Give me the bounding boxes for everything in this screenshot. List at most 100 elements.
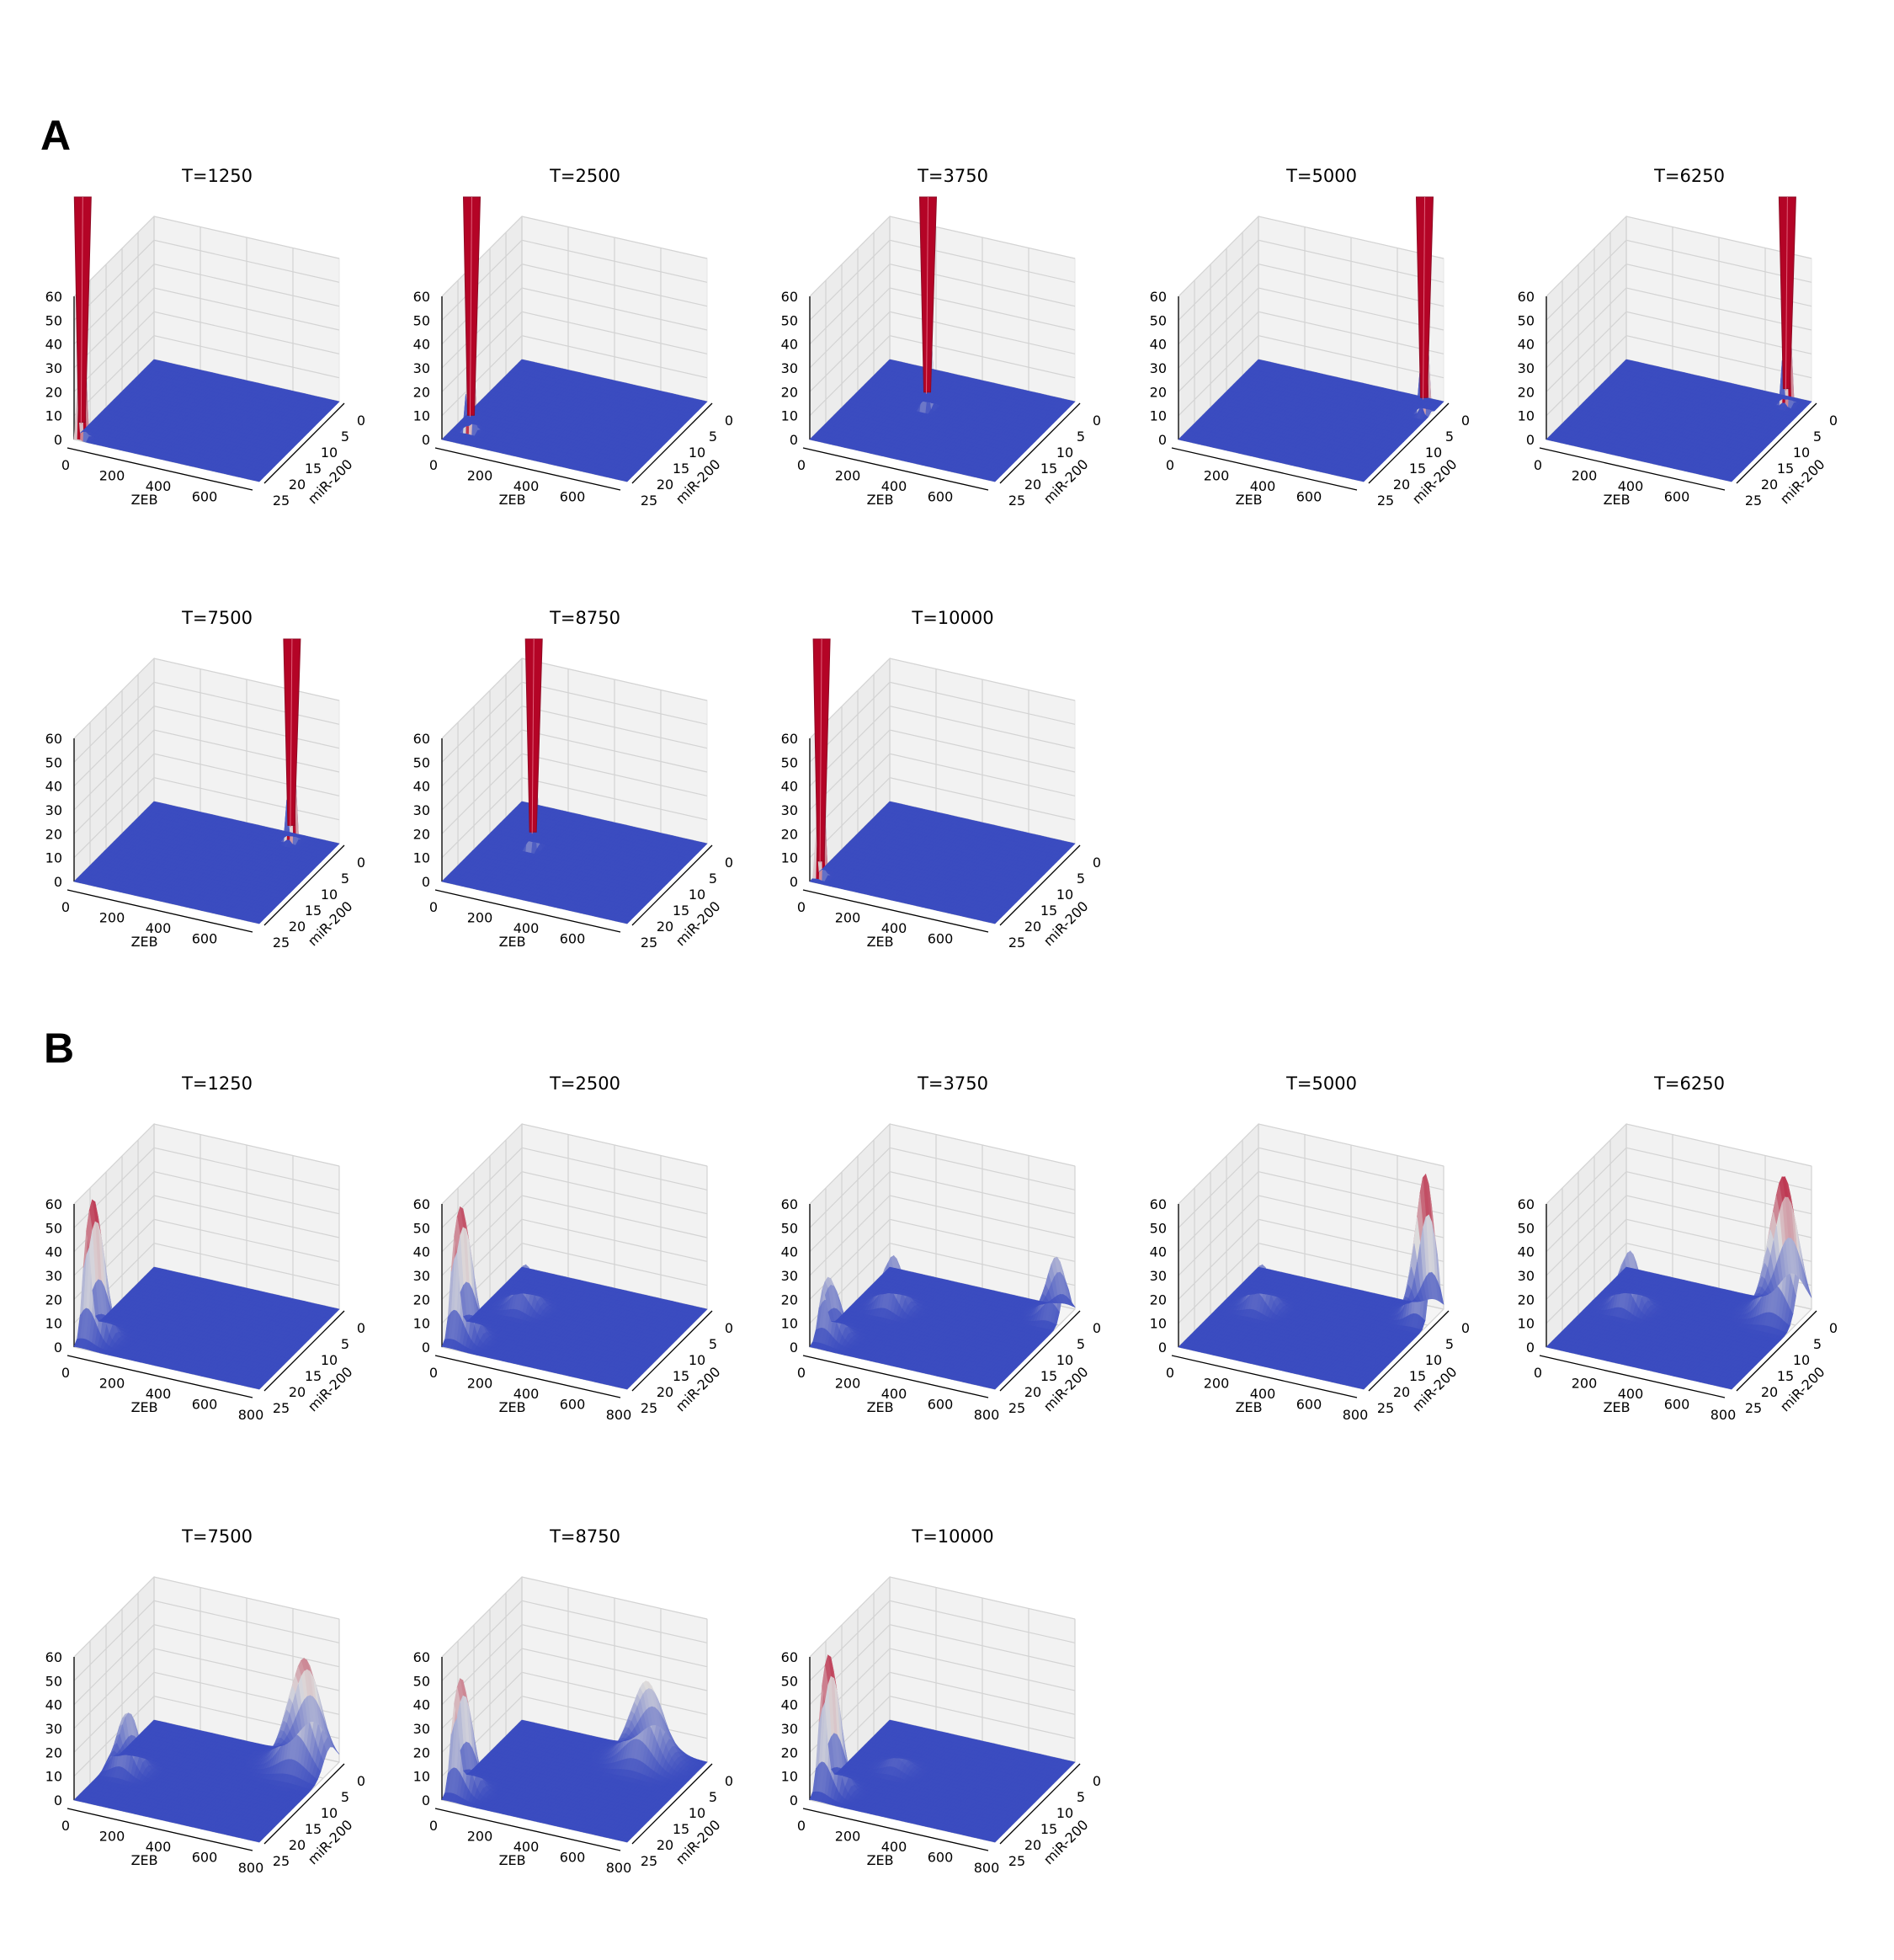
x-axis-line bbox=[1539, 447, 1726, 491]
y-tick-label: 20 bbox=[1024, 1837, 1041, 1853]
y-tick-label: 0 bbox=[1461, 1320, 1470, 1336]
x-tick-label: 400 bbox=[146, 920, 172, 936]
z-tick-label: 10 bbox=[45, 850, 62, 866]
y-tick-label: 15 bbox=[1777, 461, 1794, 477]
y-tick-label: 5 bbox=[341, 1789, 349, 1805]
z-tick-label: 30 bbox=[1150, 1268, 1167, 1284]
y-tick-label: 5 bbox=[709, 871, 717, 887]
z-tick-label: 30 bbox=[413, 1721, 430, 1737]
y-tick-label: 5 bbox=[1813, 1336, 1822, 1352]
spike-highlight bbox=[80, 196, 83, 424]
z-tick-label: 60 bbox=[45, 731, 62, 747]
z-tick-label: 10 bbox=[413, 850, 430, 866]
x-tick-label: 600 bbox=[560, 931, 586, 947]
x-axis-label: ZEB bbox=[867, 1399, 894, 1415]
z-tick-label: 10 bbox=[413, 408, 430, 424]
z-tick-label: 40 bbox=[45, 337, 62, 353]
x-tick-label: 0 bbox=[797, 1365, 806, 1381]
z-tick-label: 50 bbox=[781, 754, 798, 770]
surface bbox=[1178, 1173, 1444, 1390]
subplot-7: T=8750010203040506002004006000510152025Z… bbox=[413, 608, 733, 951]
x-axis-line bbox=[802, 1355, 989, 1398]
x-tick-label: 800 bbox=[238, 1407, 264, 1423]
z-tick-label: 30 bbox=[781, 1268, 798, 1284]
subplot-3: T=3750010203040506002004006000510152025Z… bbox=[781, 166, 1101, 509]
z-tick-label: 50 bbox=[1150, 312, 1167, 328]
z-tick-label: 60 bbox=[781, 731, 798, 747]
z-tick-label: 40 bbox=[45, 1697, 62, 1713]
y-axis-line bbox=[631, 1310, 713, 1392]
x-axis-label: ZEB bbox=[1604, 492, 1631, 508]
x-tick-label: 400 bbox=[513, 1386, 540, 1402]
y-tick-label: 10 bbox=[1056, 887, 1073, 903]
subplot-title: T=7500 bbox=[181, 608, 253, 628]
surface bbox=[809, 196, 1076, 482]
x-axis-label: ZEB bbox=[867, 492, 894, 508]
z-tick-label: 40 bbox=[781, 337, 798, 353]
x-tick-label: 0 bbox=[1534, 1365, 1542, 1381]
z-tick-label: 60 bbox=[1150, 1196, 1167, 1212]
x-tick-label: 400 bbox=[1618, 1386, 1644, 1402]
subplot-title: T=6250 bbox=[1653, 166, 1725, 186]
surface-spike-1 bbox=[918, 196, 938, 393]
y-tick-label: 15 bbox=[673, 1821, 689, 1837]
surface bbox=[1546, 1175, 1812, 1390]
y-tick-label: 25 bbox=[273, 935, 290, 951]
subplot-13: T=62500102030405060020040060080005101520… bbox=[1518, 1073, 1838, 1423]
y-tick-label: 5 bbox=[1077, 1789, 1085, 1805]
y-axis-line bbox=[631, 402, 713, 484]
x-tick-label: 400 bbox=[1618, 478, 1644, 494]
z-tick-label: 20 bbox=[413, 1744, 430, 1760]
surface bbox=[73, 196, 340, 482]
z-tick-label: 0 bbox=[790, 1792, 798, 1808]
y-tick-label: 10 bbox=[321, 445, 338, 461]
y-tick-label: 25 bbox=[1377, 493, 1394, 509]
z-tick-label: 10 bbox=[781, 850, 798, 866]
z-tick-label: 20 bbox=[45, 384, 62, 400]
subplot-title: T=8750 bbox=[549, 1526, 620, 1547]
y-tick-label: 20 bbox=[289, 477, 306, 493]
z-tick-label: 40 bbox=[1150, 1244, 1167, 1260]
y-tick-label: 15 bbox=[305, 903, 322, 919]
y-tick-label: 0 bbox=[725, 1773, 733, 1789]
z-tick-label: 60 bbox=[45, 1649, 62, 1665]
y-tick-label: 5 bbox=[1445, 1336, 1454, 1352]
y-tick-label: 5 bbox=[341, 1336, 349, 1352]
x-tick-label: 200 bbox=[99, 468, 125, 484]
x-tick-label: 600 bbox=[1296, 1397, 1322, 1413]
surface-spike-1 bbox=[462, 196, 481, 416]
z-tick-label: 10 bbox=[781, 1769, 798, 1785]
z-tick-label: 30 bbox=[45, 1268, 62, 1284]
subplot-title: T=8750 bbox=[549, 608, 620, 628]
x-axis-label: ZEB bbox=[499, 934, 526, 950]
x-tick-label: 200 bbox=[835, 910, 861, 926]
x-tick-label: 0 bbox=[61, 1365, 70, 1381]
z-tick-label: 40 bbox=[413, 1244, 430, 1260]
x-axis-line bbox=[67, 1808, 253, 1851]
subplot-2: T=2500010203040506002004006000510152025Z… bbox=[413, 166, 733, 509]
y-tick-label: 0 bbox=[725, 855, 733, 871]
y-tick-label: 20 bbox=[1393, 477, 1410, 493]
y-tick-label: 20 bbox=[1761, 1384, 1778, 1400]
x-axis-label: ZEB bbox=[499, 1399, 526, 1415]
z-tick-label: 10 bbox=[781, 408, 798, 424]
y-tick-label: 10 bbox=[689, 887, 705, 903]
x-tick-label: 0 bbox=[61, 899, 70, 915]
z-tick-label: 40 bbox=[781, 779, 798, 795]
x-tick-label: 600 bbox=[1664, 1397, 1690, 1413]
x-tick-label: 200 bbox=[467, 1376, 493, 1392]
x-tick-label: 600 bbox=[192, 1397, 218, 1413]
x-tick-label: 200 bbox=[467, 910, 493, 926]
x-tick-label: 600 bbox=[1296, 489, 1322, 505]
subplot-title: T=10000 bbox=[911, 1526, 993, 1547]
y-tick-label: 0 bbox=[357, 855, 365, 871]
z-tick-label: 10 bbox=[413, 1769, 430, 1785]
x-axis-line bbox=[802, 447, 989, 491]
z-tick-label: 60 bbox=[45, 289, 62, 305]
z-tick-label: 50 bbox=[45, 1220, 62, 1236]
x-tick-label: 0 bbox=[61, 1818, 70, 1834]
z-tick-label: 0 bbox=[1158, 432, 1167, 448]
x-tick-label: 800 bbox=[606, 1407, 632, 1423]
z-tick-label: 60 bbox=[1150, 289, 1167, 305]
x-tick-label: 0 bbox=[1166, 457, 1174, 473]
